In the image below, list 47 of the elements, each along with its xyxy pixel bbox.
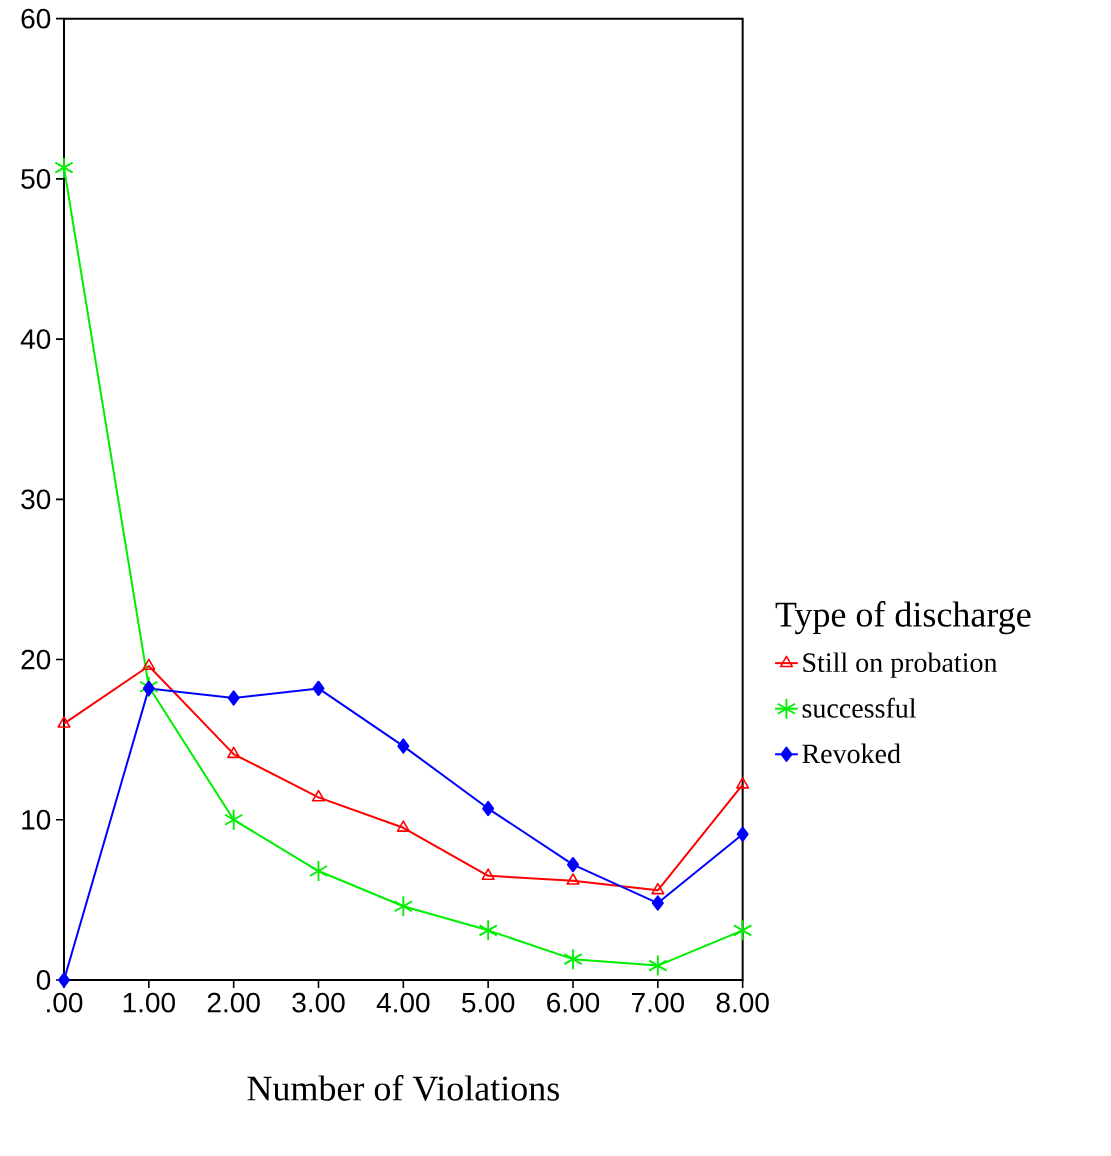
point bbox=[393, 895, 414, 918]
point bbox=[563, 948, 583, 971]
point bbox=[566, 873, 580, 885]
x-tick-label: 8.00 bbox=[716, 992, 769, 1013]
point bbox=[143, 680, 156, 697]
point bbox=[309, 860, 329, 882]
point bbox=[54, 156, 74, 179]
y-tick-label: 30 bbox=[21, 489, 51, 510]
point bbox=[736, 826, 749, 842]
x-tick-label: 1.00 bbox=[123, 992, 176, 1013]
legend-label: successful bbox=[802, 697, 917, 718]
point bbox=[142, 658, 156, 671]
point bbox=[58, 972, 71, 988]
y-tick-label: 0 bbox=[36, 970, 51, 990]
point bbox=[397, 738, 410, 754]
point bbox=[652, 895, 664, 911]
point bbox=[648, 954, 668, 977]
y-tick-label: 20 bbox=[21, 649, 51, 670]
point bbox=[567, 856, 580, 873]
point bbox=[57, 716, 71, 728]
legend-label: Still on probation bbox=[803, 652, 998, 678]
x-tick-label: 2.00 bbox=[207, 992, 260, 1013]
point bbox=[478, 919, 498, 942]
x-tick-label: .00 bbox=[47, 992, 83, 1013]
point bbox=[736, 777, 750, 789]
point bbox=[651, 882, 665, 895]
legend-label: Revoked bbox=[802, 743, 901, 764]
x-tick-label: 6.00 bbox=[547, 992, 600, 1013]
legend-title: Type of discharge bbox=[775, 601, 1031, 635]
point bbox=[481, 868, 495, 880]
x-axis-title: Number of Violations bbox=[247, 1075, 560, 1101]
point bbox=[312, 680, 325, 697]
x-tick-label: 5.00 bbox=[462, 992, 515, 1013]
x-tick-label: 7.00 bbox=[632, 992, 685, 1013]
x-tick-label: 4.00 bbox=[376, 992, 430, 1013]
y-tick-label: 10 bbox=[22, 809, 51, 830]
point bbox=[227, 690, 240, 706]
point bbox=[227, 746, 241, 759]
point bbox=[312, 789, 326, 802]
y-tick-label: 60 bbox=[21, 8, 51, 29]
point bbox=[482, 800, 495, 817]
y-tick-label: 50 bbox=[21, 168, 51, 189]
point bbox=[396, 820, 411, 832]
point bbox=[224, 808, 244, 831]
y-tick-label: 40 bbox=[20, 329, 51, 350]
x-tick-label: 3.00 bbox=[292, 992, 345, 1013]
point bbox=[733, 919, 753, 942]
